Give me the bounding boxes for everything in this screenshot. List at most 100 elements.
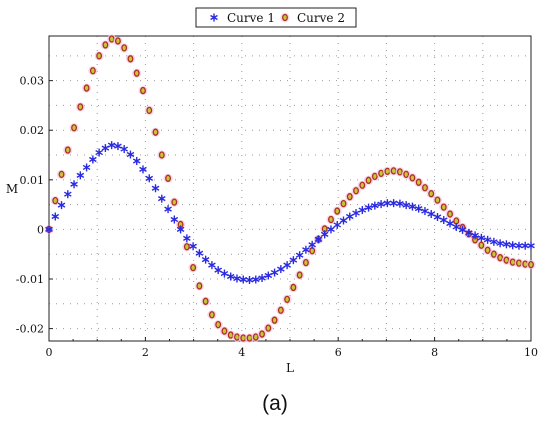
point-curve-1 (502, 240, 511, 249)
point-curve-1 (458, 225, 467, 234)
x-axis-label: L (286, 361, 294, 375)
point-curve-2 (445, 209, 455, 219)
point-curve-1 (76, 171, 85, 180)
point-curve-2 (301, 258, 311, 268)
point-curve-2 (276, 305, 286, 315)
point-curve-2 (414, 177, 424, 187)
point-curve-1 (433, 213, 442, 222)
legend-label-curve-2: Curve 2 (297, 11, 345, 25)
point-curve-1 (283, 261, 291, 270)
point-curve-1 (396, 199, 404, 208)
legend-marker-curve-1 (210, 13, 218, 22)
point-curve-2 (69, 123, 79, 133)
point-curve-1 (270, 268, 279, 277)
point-curve-1 (439, 215, 448, 224)
point-curve-1 (95, 148, 103, 157)
y-tick-label: -0.02 (16, 323, 44, 336)
point-curve-1 (345, 212, 354, 221)
point-curve-1 (201, 255, 210, 264)
point-curve-2 (144, 105, 154, 115)
point-curve-2 (119, 43, 129, 53)
point-curve-1 (258, 274, 266, 283)
point-curve-1 (151, 184, 160, 193)
point-curve-1 (139, 165, 147, 174)
point-curve-1 (164, 205, 172, 214)
point-curve-1 (189, 242, 197, 251)
point-curve-2 (132, 68, 142, 78)
point-curve-1 (264, 271, 273, 280)
point-curve-2 (138, 85, 148, 96)
point-curve-2 (213, 320, 223, 330)
point-curve-1 (45, 225, 53, 234)
data-points (44, 34, 536, 343)
point-curve-1 (226, 272, 235, 281)
point-curve-1 (245, 276, 254, 284)
point-curve-1 (496, 239, 504, 248)
point-curve-1 (220, 269, 229, 278)
point-curve-1 (251, 275, 260, 284)
legend-label-curve-1: Curve 1 (227, 11, 275, 25)
point-curve-2 (188, 263, 198, 273)
x-tick-label: 2 (142, 346, 149, 359)
point-curve-2 (288, 282, 298, 293)
point-curve-2 (338, 199, 349, 209)
point-curve-2 (426, 189, 436, 199)
point-curve-1 (308, 240, 316, 249)
grid (49, 36, 531, 341)
legend-star-icon (210, 13, 218, 22)
point-curve-1 (176, 225, 185, 234)
point-curve-2 (295, 270, 305, 280)
point-curve-1 (490, 237, 498, 246)
point-curve-2 (194, 281, 204, 291)
point-curve-1 (208, 261, 216, 270)
point-curve-1 (132, 156, 141, 165)
legend: Curve 1 Curve 2 (195, 7, 357, 28)
point-curve-1 (89, 155, 97, 164)
point-curve-1 (358, 206, 367, 215)
point-curve-2 (439, 202, 449, 212)
point-curve-2 (263, 323, 273, 333)
legend-circle-icon (280, 12, 290, 23)
point-curve-1 (333, 220, 342, 229)
point-curve-1 (320, 230, 329, 239)
point-curve-1 (170, 215, 179, 224)
point-curve-1 (82, 163, 91, 172)
point-curve-1 (302, 245, 310, 254)
point-curve-1 (183, 234, 191, 243)
y-axis-label: M (6, 182, 18, 196)
x-tick-label: 0 (46, 346, 53, 359)
point-curve-1 (289, 256, 298, 265)
point-curve-2 (50, 196, 60, 206)
point-curve-2 (476, 240, 486, 250)
point-curve-2 (125, 54, 136, 64)
point-curve-1 (157, 194, 166, 203)
y-tick-label: -0.01 (16, 273, 44, 286)
point-curve-1 (51, 212, 60, 221)
point-curve-1 (508, 241, 517, 250)
point-curve-1 (402, 201, 410, 210)
point-curve-1 (195, 249, 204, 258)
point-curve-2 (326, 214, 336, 225)
point-curve-1 (483, 235, 492, 244)
point-curve-1 (101, 144, 110, 153)
point-curve-1 (145, 174, 154, 183)
point-curve-2 (75, 102, 85, 112)
point-curve-1 (465, 228, 473, 237)
point-curve-2 (345, 192, 355, 202)
point-curve-1 (427, 210, 436, 219)
point-curve-1 (70, 180, 78, 189)
point-curve-1 (214, 266, 222, 275)
point-curve-1 (120, 145, 129, 154)
point-curve-1 (377, 200, 385, 209)
point-curve-2 (282, 294, 292, 304)
y-tick-label: 0 (37, 223, 44, 236)
point-curve-2 (357, 180, 367, 190)
point-curve-2 (307, 246, 317, 256)
x-tick-label: 8 (431, 346, 438, 359)
x-tick-label: 10 (524, 346, 538, 359)
point-curve-1 (114, 142, 122, 151)
point-curve-2 (351, 186, 361, 196)
point-curve-1 (314, 235, 323, 244)
point-curve-2 (56, 169, 67, 179)
y-tick-label: 0.02 (20, 124, 45, 137)
